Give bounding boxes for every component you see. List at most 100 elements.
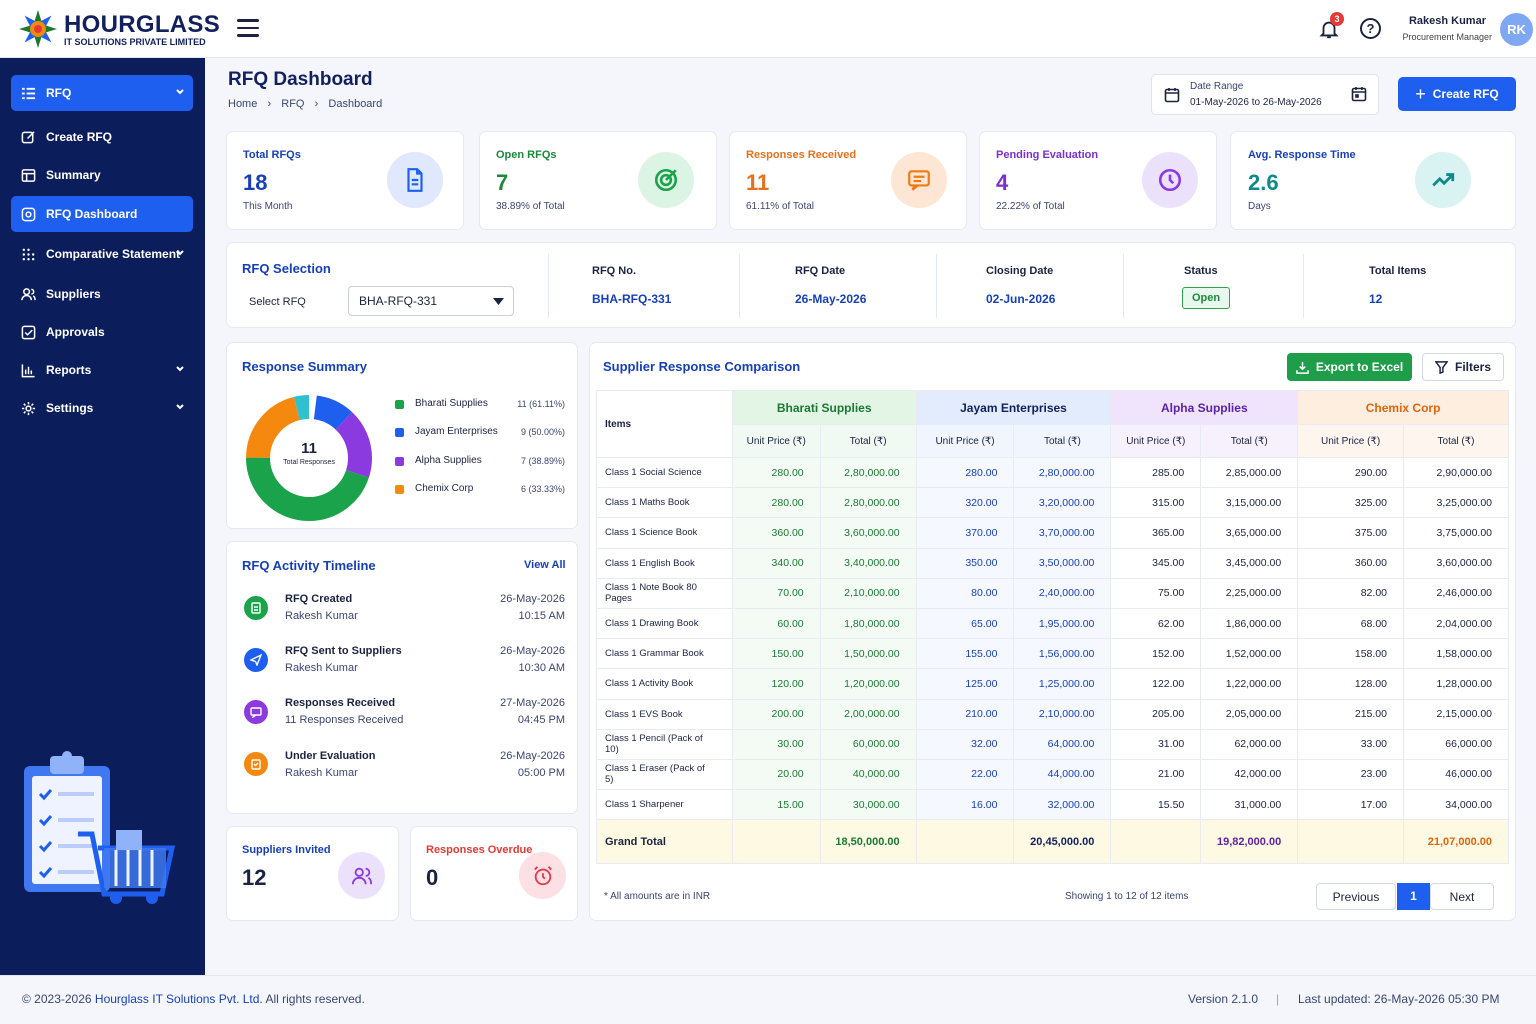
help-icon[interactable]: ?	[1360, 18, 1381, 39]
unit-price-cell: 360.00	[1297, 548, 1404, 579]
filter-icon	[1434, 360, 1448, 374]
breadcrumb-rfq[interactable]: RFQ	[281, 98, 305, 110]
donut-segment-teal	[246, 395, 372, 521]
unit-price-header: Unit Price (₹)	[732, 424, 821, 458]
total-price-cell: 30,000.00	[820, 789, 917, 821]
rfq-date-label: RFQ Date	[795, 265, 846, 277]
unit-price-cell: 280.00	[732, 487, 821, 519]
menu-toggle-icon[interactable]	[237, 19, 259, 37]
calendar-icon[interactable]	[1351, 86, 1367, 102]
supplier-header-jayam: Jayam Enterprises	[916, 390, 1112, 425]
export-excel-button[interactable]: Export to Excel	[1287, 353, 1412, 381]
next-page-button[interactable]: Next	[1430, 883, 1494, 910]
kpi-value: 7	[496, 170, 509, 195]
sidebar-item-label: Settings	[46, 401, 94, 415]
timeline-item-sub: Rakesh Kumar	[285, 662, 358, 674]
total-price-cell: 66,000.00	[1403, 729, 1509, 760]
donut-center-label: Total Responses	[283, 459, 335, 466]
kpi-sub: 61.11% of Total	[746, 201, 815, 212]
avatar[interactable]: RK	[1500, 13, 1533, 46]
legend-swatch	[395, 400, 404, 409]
sidebar-item-approvals[interactable]: Approvals	[11, 314, 193, 350]
clipboard-icon	[244, 752, 268, 776]
legend-swatch	[395, 428, 404, 437]
document-icon	[387, 152, 443, 208]
chevron-right-icon: ›	[264, 98, 275, 110]
total-header: Total (₹)	[1013, 424, 1112, 458]
sidebar-item-suppliers[interactable]: Suppliers	[11, 276, 193, 312]
user-role: Procurement Manager	[1402, 32, 1492, 42]
date-range-picker[interactable]: Date Range 01-May-2026 to 26-May-2026	[1151, 74, 1379, 115]
supplier-header-chemix: Chemix Corp	[1297, 390, 1509, 425]
unit-price-cell: 65.00	[916, 608, 1015, 640]
create-rfq-button[interactable]: + Create RFQ	[1398, 77, 1516, 111]
closing-date-value: 02-Jun-2026	[986, 292, 1056, 306]
unit-price-cell: 16.00	[916, 789, 1015, 821]
edit-icon	[21, 130, 35, 143]
chevron-right-icon: ›	[311, 98, 322, 110]
suppliers-invited-card: Suppliers Invited 12	[226, 826, 399, 921]
unit-price-cell: 122.00	[1110, 668, 1202, 700]
sidebar-item-rfq[interactable]: RFQ	[11, 75, 193, 111]
table-row: Class 1 Eraser (Pack of 5) 20.00 40,000.00…	[596, 759, 1509, 791]
total-price-cell: 2,15,000.00	[1403, 699, 1509, 730]
total-price-cell: 1,50,000.00	[820, 638, 917, 670]
unit-price-cell: 62.00	[1110, 608, 1202, 640]
breadcrumb-dashboard: Dashboard	[328, 98, 383, 110]
item-name-cell: Class 1 English Book	[596, 548, 733, 579]
view-all-link[interactable]: View All	[524, 559, 566, 571]
brand-subtitle: IT SOLUTIONS PRIVATE LIMITED	[64, 37, 206, 47]
status-badge: Open	[1182, 287, 1230, 309]
breadcrumb-home[interactable]: Home	[228, 98, 258, 110]
unit-price-cell: 280.00	[916, 457, 1015, 489]
legend-name: Jayam Enterprises	[415, 426, 498, 437]
hourglass-logo-icon	[19, 10, 57, 48]
table-row: Class 1 Note Book 80 Pages 70.00 2,10,000.…	[596, 578, 1509, 609]
kpi-sub: 38.89% of Total	[496, 201, 565, 212]
total-price-cell: 3,15,000.00	[1200, 487, 1299, 519]
rfq-date-value: 26-May-2026	[795, 292, 867, 306]
unit-price-cell: 75.00	[1110, 578, 1202, 609]
company-link[interactable]: Hourglass IT Solutions Pvt. Ltd.	[94, 992, 263, 1006]
unit-price-cell: 360.00	[732, 517, 821, 549]
unit-price-cell: 30.00	[732, 729, 821, 760]
grand-total-label: Grand Total	[596, 819, 733, 865]
unit-price-cell: 205.00	[1110, 699, 1202, 730]
unit-price-cell: 350.00	[916, 548, 1015, 579]
sidebar-item-rfq-dashboard[interactable]: RFQ Dashboard	[11, 196, 193, 232]
timeline-item-sub: 11 Responses Received	[285, 714, 404, 726]
legend-value: 9 (50.00%)	[520, 427, 565, 437]
sidebar-item-label: Suppliers	[46, 287, 101, 301]
unit-price-header: Unit Price (₹)	[916, 424, 1015, 458]
select-rfq-dropdown[interactable]: BHA-RFQ-331	[348, 286, 514, 316]
version-text: Version 2.1.0	[1188, 992, 1259, 1006]
previous-page-button[interactable]: Previous	[1316, 883, 1396, 910]
mini-label: Responses Overdue	[426, 844, 533, 856]
sidebar-item-settings[interactable]: Settings	[11, 390, 193, 426]
total-price-cell: 3,50,000.00	[1013, 548, 1112, 579]
sidebar-item-comparative-statement[interactable]: Comparative Statement	[11, 236, 193, 272]
total-price-cell: 3,40,000.00	[820, 548, 917, 579]
table-row: Class 1 Pencil (Pack of 10) 30.00 60,000.0…	[596, 729, 1509, 760]
total-price-cell: 42,000.00	[1200, 759, 1299, 791]
sidebar-item-label: RFQ Dashboard	[46, 207, 138, 221]
sidebar-item-create-rfq[interactable]: Create RFQ	[11, 119, 193, 155]
message-icon	[244, 700, 268, 724]
grand-total-empty-cell	[732, 819, 821, 865]
item-name-cell: Class 1 Social Science	[596, 457, 733, 489]
page-1-button[interactable]: 1	[1397, 883, 1430, 910]
check-square-icon	[21, 325, 36, 339]
user-name: Rakesh Kumar	[1408, 15, 1486, 27]
sidebar-item-reports[interactable]: Reports	[11, 352, 193, 388]
item-name-cell: Class 1 Pencil (Pack of 10)	[596, 729, 733, 760]
sidebar-item-summary[interactable]: Summary	[11, 157, 193, 193]
donut-segment-bharati	[246, 395, 372, 521]
legend-value: 6 (33.33%)	[520, 484, 565, 494]
grand-total-empty-cell	[916, 819, 1015, 865]
status-label: Status	[1184, 265, 1218, 277]
filters-button[interactable]: Filters	[1422, 353, 1504, 381]
unit-price-cell: 285.00	[1110, 457, 1202, 489]
chevron-down-icon	[176, 404, 184, 410]
date-range-value: 01-May-2026 to 26-May-2026	[1190, 97, 1322, 108]
rfq-no-value: BHA-RFQ-331	[592, 292, 672, 306]
